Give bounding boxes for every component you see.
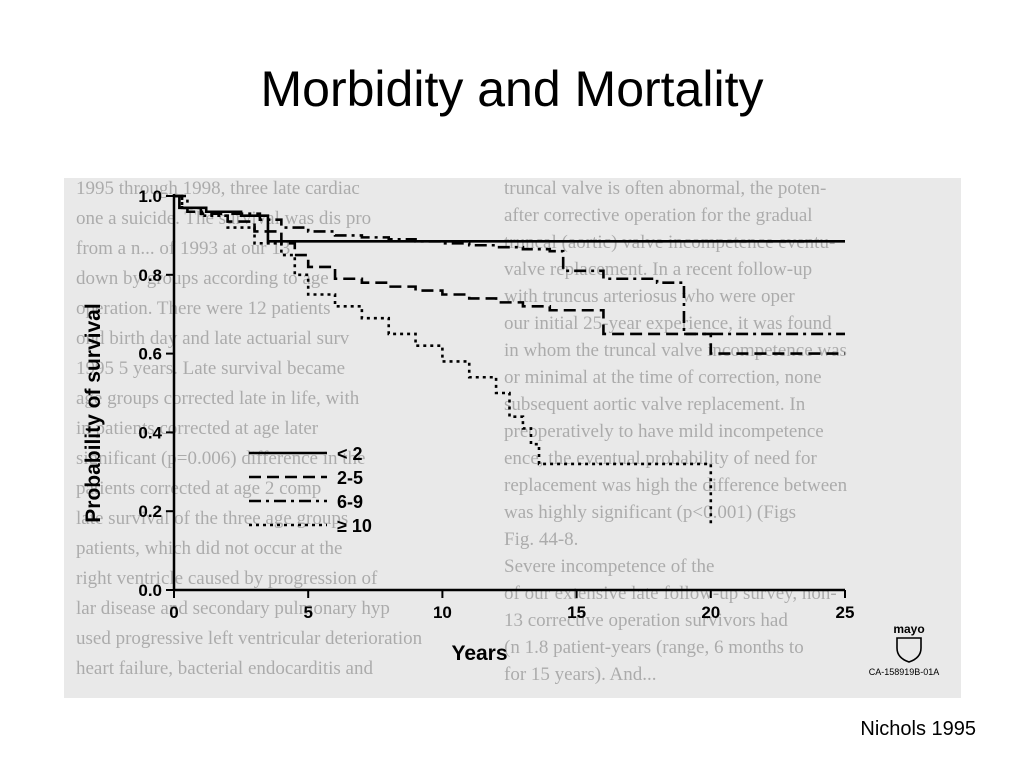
background-text-line-right: (n 1.8 patient-years (range, 6 months to — [504, 637, 804, 658]
background-text-line-right: or minimal at the time of correction, no… — [504, 367, 822, 388]
series-line-3 — [174, 194, 845, 336]
y-tick-label: 0.6 — [138, 345, 162, 364]
mayo-shield-icon — [896, 637, 922, 663]
background-text-line-right: was highly significant (p<0.001) (Figs — [504, 502, 796, 523]
x-tick-label: 15 — [567, 603, 586, 622]
background-text-line-left: in patients corrected at age later — [76, 418, 319, 439]
background-text-line-right: ence, the eventual probability of need f… — [504, 448, 817, 469]
background-text-line-left: age groups corrected late in life, with — [76, 388, 360, 409]
background-text-line-left: operation. There were 12 patients — [76, 298, 331, 319]
series-line-1 — [174, 194, 845, 243]
x-tick-label: 10 — [433, 603, 452, 622]
background-text-line-left: 1995 5 years. Late survival became — [76, 358, 346, 379]
background-text-line-left: patients corrected at age 2 comp — [76, 478, 322, 499]
background-text-line-left: right ventricle caused by progression of — [76, 568, 378, 589]
x-tick-label: 25 — [836, 603, 855, 622]
background-text-line-right: our initial 25-year experience, it was f… — [504, 313, 832, 334]
background-text-line-right: Severe incompetence of the — [504, 556, 715, 577]
y-tick-label: 0.8 — [138, 266, 162, 285]
legend-label: < 2 — [337, 444, 363, 464]
x-axis-label: Years — [451, 642, 507, 665]
background-text-line-left: heart failure, bacterial endocarditis an… — [76, 658, 373, 679]
background-text-line-right: Fig. 44-8. — [504, 529, 579, 550]
background-text-line-left: ond birth day and late actuarial surv — [76, 328, 350, 349]
background-text-line-left: used progressive left ventricular deteri… — [76, 628, 423, 649]
slide-title: Morbidity and Mortality — [260, 61, 764, 117]
logo-text: mayo — [893, 622, 924, 636]
y-axis-label: Probability of survival — [82, 303, 105, 522]
background-text-line-right: of our extensive late follow-up survey, … — [504, 583, 837, 604]
background-text-line-right: in whom the truncal valve incompetence w… — [504, 340, 847, 361]
background-text-line-right: replacement was high the difference betw… — [504, 475, 848, 496]
background-text-line-right: for 15 years). And... — [504, 664, 657, 685]
background-text-line-left: from a n... of 1993 at our 13 — [76, 238, 291, 259]
scanned-background-text: 1995 through 1998, three late cardiac one… — [64, 178, 961, 698]
background-text-line-right: preoperatively to have mild incompetence — [504, 421, 824, 442]
legend-label: 6-9 — [337, 492, 363, 512]
figure-id: CA-158919B-01A — [869, 667, 940, 677]
survival-chart: 0 5 10 15 20 25 0.0 0.2 0.4 0.6 0.8 1.0 Years Probabi… — [82, 187, 940, 677]
series-line-2 — [174, 194, 845, 355]
background-text-line-left: one a suicide. The survival was dis pro — [76, 208, 372, 229]
background-text-line-left: down by groups according to age — [76, 268, 329, 289]
y-tick-label: 0.2 — [138, 502, 162, 521]
figure-panel: 1995 through 1998, three late cardiac one… — [64, 178, 961, 698]
x-tick-label: 0 — [169, 603, 178, 622]
x-tick-label: 20 — [701, 603, 720, 622]
legend-label: ≥ 10 — [337, 516, 372, 536]
background-text-line-left: late survival of the three age groups — [76, 508, 349, 529]
y-tick-label: 0.4 — [138, 423, 162, 442]
y-tick-label: 0.0 — [138, 581, 162, 600]
background-text-line-right: 13 corrective operation survivors had — [504, 610, 788, 631]
background-text-line-right: truncal valve is often abnormal, the pot… — [504, 178, 827, 199]
background-text-line-right: valve replacement. In a recent follow-up — [504, 259, 813, 280]
legend-label: 2-5 — [337, 468, 363, 488]
y-tick-label: 1.0 — [138, 187, 162, 206]
background-text-line-left: patients, which did not occur at the — [76, 538, 343, 559]
background-text-line-left: 1995 through 1998, three late cardiac — [76, 178, 360, 199]
series-line-4 — [174, 194, 713, 527]
background-text-line-right: with truncus arteriosus who were oper — [504, 286, 795, 307]
background-text-line-right: subsequent aortic valve replacement. In — [504, 394, 806, 415]
citation: Nichols 1995 — [860, 718, 976, 740]
background-text-line-right: after corrective operation for the gradu… — [504, 205, 813, 226]
x-tick-label: 5 — [303, 603, 312, 622]
background-text-line-left: lar disease and secondary pulmonary hyp — [76, 598, 390, 619]
